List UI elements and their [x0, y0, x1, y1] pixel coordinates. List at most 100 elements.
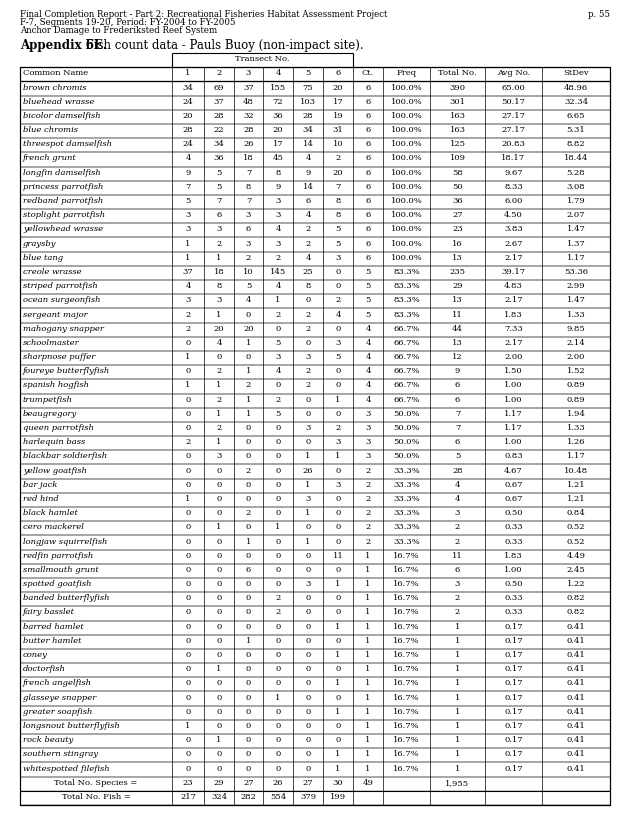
Text: 16.7%: 16.7% — [393, 594, 420, 602]
Text: 0: 0 — [246, 481, 251, 489]
Text: Freq: Freq — [396, 69, 416, 77]
Text: 75: 75 — [302, 83, 313, 91]
Text: 1: 1 — [335, 395, 341, 403]
Text: 0.82: 0.82 — [567, 609, 585, 616]
Text: 2: 2 — [216, 69, 222, 77]
Text: 0.17: 0.17 — [504, 736, 523, 744]
Text: beaugregory: beaugregory — [23, 410, 77, 418]
Text: 34: 34 — [214, 140, 224, 148]
Text: 66.7%: 66.7% — [393, 381, 420, 390]
Text: 0.17: 0.17 — [504, 637, 523, 645]
Text: 24: 24 — [183, 140, 193, 148]
Text: longjaw squirrelfish: longjaw squirrelfish — [23, 538, 107, 545]
Text: 0: 0 — [335, 523, 341, 531]
Text: 0.41: 0.41 — [566, 764, 585, 773]
Text: 33.3%: 33.3% — [393, 495, 420, 503]
Text: 0: 0 — [275, 538, 280, 545]
Text: 6: 6 — [365, 112, 370, 120]
Text: 7: 7 — [185, 183, 191, 191]
Text: 0: 0 — [275, 424, 280, 432]
Text: 1: 1 — [455, 751, 460, 759]
Text: 0: 0 — [216, 509, 222, 518]
Text: 19: 19 — [333, 112, 343, 120]
Text: foureye butterflyfish: foureye butterflyfish — [23, 368, 110, 375]
Text: 1: 1 — [455, 623, 460, 631]
Text: 1: 1 — [216, 665, 222, 673]
Text: 0: 0 — [306, 764, 311, 773]
Text: 6: 6 — [365, 183, 370, 191]
Text: 0: 0 — [335, 268, 341, 276]
Text: 0: 0 — [306, 523, 311, 531]
Text: 6: 6 — [365, 126, 370, 134]
Text: 18: 18 — [243, 155, 254, 162]
Text: 2: 2 — [275, 311, 280, 319]
Text: 0.41: 0.41 — [566, 637, 585, 645]
Text: greater soapfish: greater soapfish — [23, 707, 93, 716]
Text: spanish hogfish: spanish hogfish — [23, 381, 89, 390]
Text: 1: 1 — [365, 623, 370, 631]
Text: 16.7%: 16.7% — [393, 552, 420, 560]
Text: 0: 0 — [306, 623, 311, 631]
Text: 3: 3 — [335, 339, 341, 347]
Text: 2: 2 — [335, 297, 341, 304]
Text: 3: 3 — [275, 240, 281, 248]
Text: Appendix 6E.: Appendix 6E. — [20, 39, 107, 52]
Text: 0: 0 — [216, 594, 222, 602]
Text: 23: 23 — [452, 226, 463, 233]
Text: 2: 2 — [246, 509, 251, 518]
Text: 0.41: 0.41 — [566, 707, 585, 716]
Text: 33.3%: 33.3% — [393, 509, 420, 518]
Text: 1: 1 — [365, 665, 370, 673]
Text: 2.14: 2.14 — [566, 339, 585, 347]
Text: 2.99: 2.99 — [567, 282, 585, 290]
Text: 16.7%: 16.7% — [393, 722, 420, 730]
Text: 36: 36 — [273, 112, 284, 120]
Text: 2: 2 — [365, 467, 370, 474]
Text: 3: 3 — [365, 410, 370, 418]
Text: 3: 3 — [335, 253, 341, 262]
Text: 1: 1 — [365, 707, 370, 716]
Text: p. 55: p. 55 — [588, 10, 610, 19]
Text: 6.00: 6.00 — [504, 197, 523, 205]
Text: 1: 1 — [335, 580, 341, 588]
Text: 0: 0 — [275, 637, 280, 645]
Text: 3: 3 — [275, 197, 281, 205]
Text: 12: 12 — [452, 353, 463, 361]
Text: 0: 0 — [216, 538, 222, 545]
Text: threespot damselfish: threespot damselfish — [23, 140, 112, 148]
Text: 6: 6 — [455, 566, 460, 574]
Text: graysby: graysby — [23, 240, 57, 248]
Text: 9.85: 9.85 — [566, 324, 585, 333]
Text: 0: 0 — [185, 523, 191, 531]
Text: 14: 14 — [302, 183, 314, 191]
Text: 0.17: 0.17 — [504, 623, 523, 631]
Text: 44: 44 — [452, 324, 463, 333]
Text: 50.0%: 50.0% — [393, 438, 420, 447]
Text: 1: 1 — [275, 523, 281, 531]
Text: 0.41: 0.41 — [566, 722, 585, 730]
Text: 0: 0 — [246, 651, 251, 659]
Text: 0: 0 — [306, 651, 311, 659]
Text: 0: 0 — [246, 552, 251, 560]
Text: 2: 2 — [275, 253, 280, 262]
Text: 109: 109 — [449, 155, 466, 162]
Text: 2: 2 — [455, 538, 460, 545]
Text: 3: 3 — [365, 438, 370, 447]
Text: 23: 23 — [183, 779, 193, 786]
Text: 0.82: 0.82 — [567, 594, 585, 602]
Text: 2: 2 — [335, 424, 341, 432]
Text: 1: 1 — [185, 253, 191, 262]
Text: 27: 27 — [243, 779, 254, 786]
Text: Common Name: Common Name — [23, 69, 88, 77]
Text: 0: 0 — [275, 438, 280, 447]
Text: Total No. Fish =: Total No. Fish = — [62, 793, 130, 801]
Text: 0: 0 — [216, 637, 222, 645]
Text: 2: 2 — [216, 240, 222, 248]
Text: 1: 1 — [365, 751, 370, 759]
Text: 0: 0 — [185, 694, 191, 702]
Text: 14: 14 — [302, 140, 314, 148]
Text: 2: 2 — [306, 226, 311, 233]
Text: 16: 16 — [452, 240, 463, 248]
Text: 3: 3 — [335, 438, 341, 447]
Text: 16.7%: 16.7% — [393, 764, 420, 773]
